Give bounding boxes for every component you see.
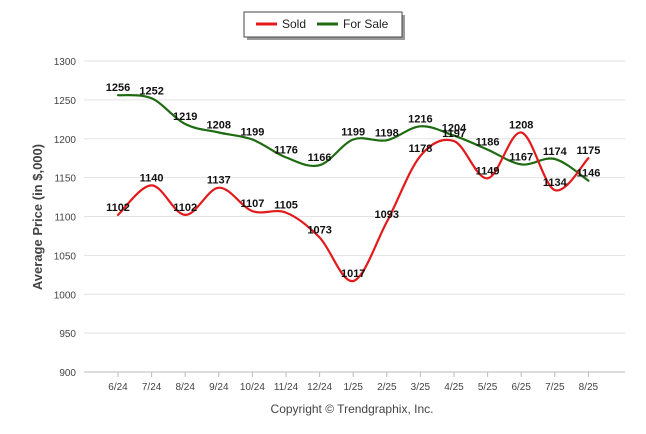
x-tick-label: 9/24 [209,382,229,393]
data-label-for-sale: 1166 [308,152,332,164]
data-label-for-sale: 1146 [576,168,600,180]
y-tick-label: 1100 [54,213,76,224]
data-label-sold: 1140 [140,172,164,184]
x-tick-label: 4/25 [444,382,464,393]
data-label-sold: 1017 [341,268,365,280]
x-tick-label: 5/25 [478,382,498,393]
x-tick-label: 3/25 [411,382,431,393]
x-tick-label: 8/24 [175,382,195,393]
series-lines [116,94,590,283]
y-tick-label: 1050 [54,251,77,262]
data-label-for-sale: 1198 [375,127,399,139]
data-label-sold: 1208 [509,120,533,132]
data-label-for-sale: 1252 [139,85,163,97]
y-axis-label: Average Price (in $,000) [30,144,45,290]
data-label-for-sale: 1219 [173,111,197,123]
data-label-sold: 1093 [375,209,399,221]
data-label-for-sale: 1199 [240,127,264,139]
series-line-for-sale [116,94,590,182]
x-tick-label: 7/24 [142,382,162,393]
x-tick-label: 6/25 [511,382,531,393]
data-label-for-sale: 1208 [207,120,231,132]
x-tick-label: 10/24 [240,382,265,393]
x-tick-label: 7/25 [545,382,565,393]
x-tick-label: 6/24 [108,382,128,393]
y-tick-label: 900 [59,368,76,379]
data-label-sold: 1149 [476,165,500,177]
data-label-for-sale: 1199 [341,127,365,139]
grid [84,60,625,373]
data-label-sold: 1197 [442,128,466,140]
data-label-sold: 1102 [173,202,197,214]
data-labels: 1102 1140 1102 1137 1107 1105 1073 1017 1093 1178… [106,82,601,280]
data-label-for-sale: 1216 [408,113,432,125]
legend-label-for-sale: For Sale [343,17,389,31]
data-label-for-sale: 1204 [442,123,467,135]
legend: Sold For Sale [243,11,405,40]
data-label-sold: 1107 [240,198,264,210]
y-axis-ticks: 900 950 1000 1050 1100 1150 1200 1250 1300 [54,57,77,379]
series-line-sold [116,131,590,283]
x-tick-label: 8/25 [579,382,599,393]
data-label-sold: 1134 [543,177,568,189]
data-label-for-sale: 1176 [274,144,298,156]
copyright-text: Copyright © Trendgraphix, Inc. [271,402,434,416]
data-label-for-sale: 1167 [509,151,533,163]
data-label-sold: 1178 [408,143,432,155]
x-tick-label: 2/25 [377,382,397,393]
y-tick-label: 1000 [54,290,77,301]
data-label-sold: 1102 [106,202,130,214]
data-label-for-sale: 1256 [106,82,130,94]
x-tick-label: 11/24 [274,382,299,393]
data-label-sold: 1105 [274,200,298,212]
y-tick-label: 950 [59,329,76,340]
y-tick-label: 1250 [54,96,77,107]
data-label-sold: 1073 [307,224,331,236]
data-label-sold: 1137 [207,175,231,187]
y-tick-label: 1150 [54,174,76,185]
y-tick-label: 1300 [54,57,77,68]
y-tick-label: 1200 [54,135,77,146]
x-tick-label: 12/24 [307,382,332,393]
legend-label-sold: Sold [282,17,306,31]
data-label-for-sale: 1186 [476,137,500,149]
x-tick-label: 1/25 [343,382,363,393]
data-label-for-sale: 1174 [543,146,568,158]
data-label-sold: 1175 [576,145,600,157]
x-axis-ticks: 6/24 7/24 8/24 9/24 10/24 11/24 12/24 1/25 2/25 3… [108,372,599,393]
